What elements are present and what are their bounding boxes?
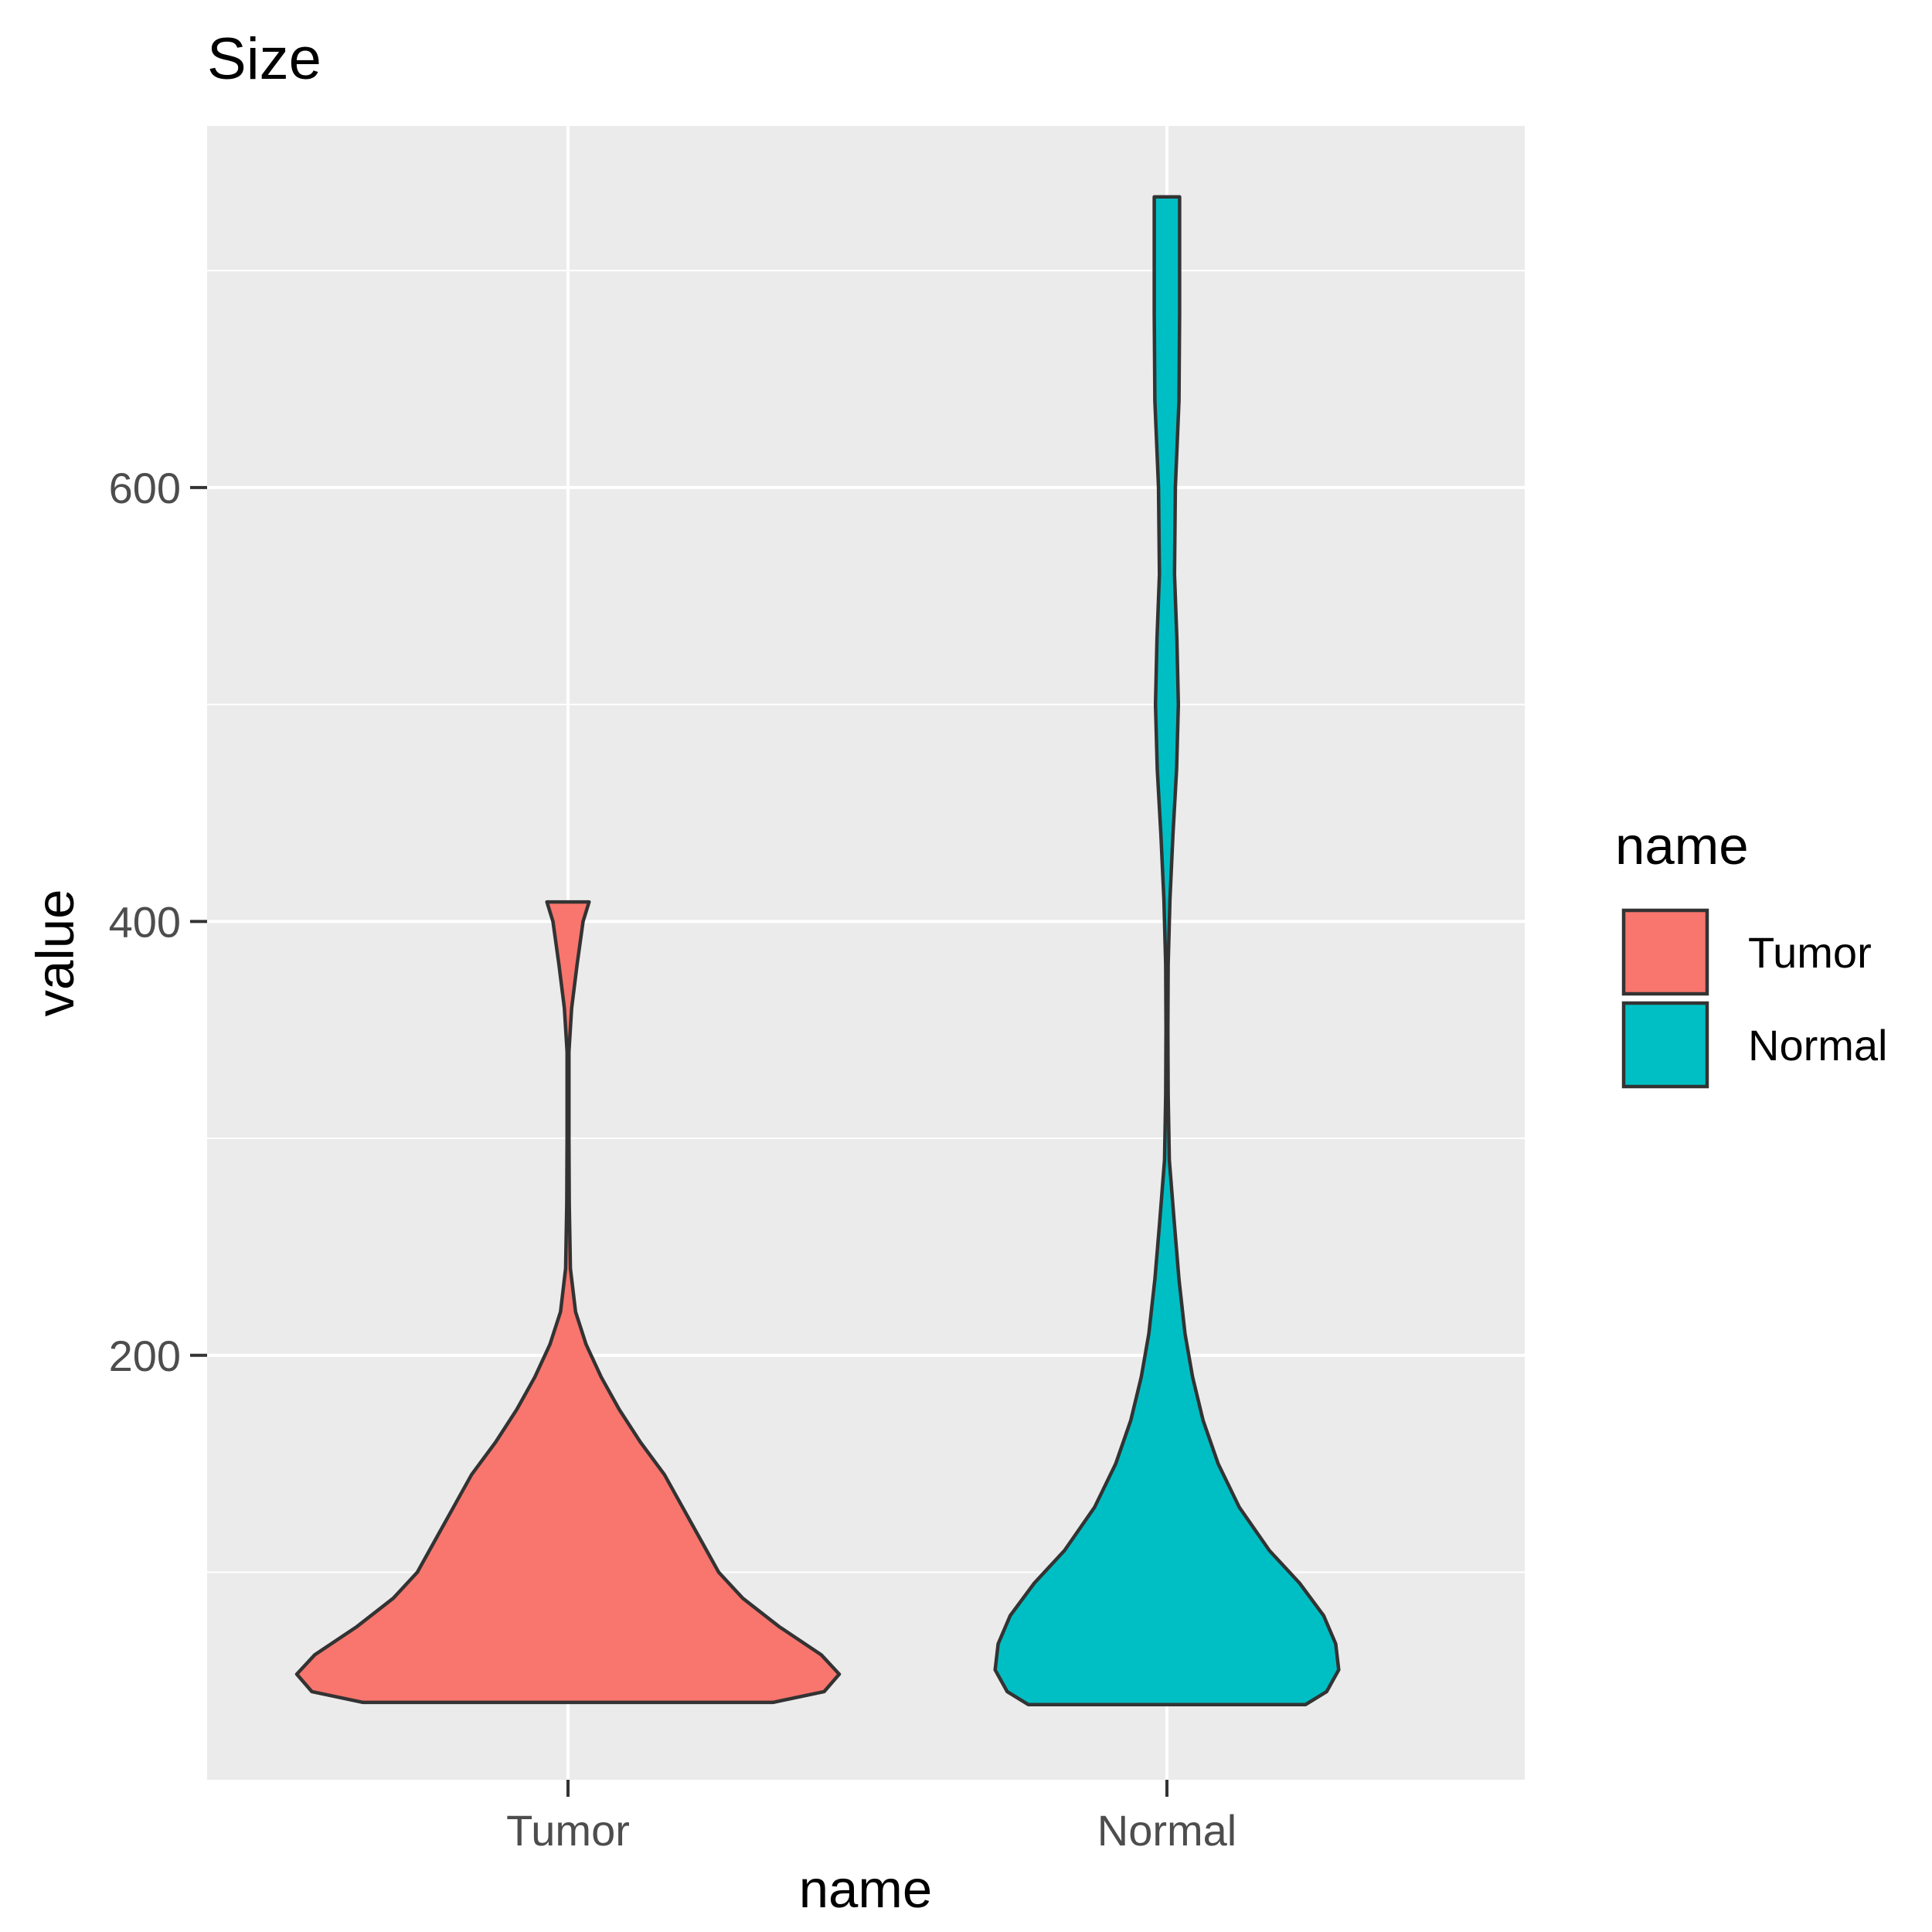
legend-label-normal: Normal (1748, 1021, 1887, 1070)
plot-panel (207, 126, 1525, 1780)
y-tick-label: 600 (109, 464, 181, 512)
x-tick-label: Tumor (506, 1806, 630, 1855)
x-tick-label: Normal (1097, 1806, 1236, 1855)
y-axis: 200 400 600 (109, 464, 207, 1380)
legend-title: name (1615, 816, 1749, 876)
chart-title: Size (207, 26, 321, 92)
legend: name Tumor Normal (1615, 816, 1887, 1089)
y-tick-label: 400 (109, 897, 181, 946)
legend-label-tumor: Tumor (1748, 928, 1872, 977)
legend-key-tumor (1621, 908, 1709, 996)
violins (294, 195, 1341, 1706)
legend-key-normal (1621, 1001, 1709, 1089)
x-axis: Tumor Normal (506, 1780, 1236, 1855)
y-axis-title: value (26, 889, 85, 1017)
x-axis-title: name (799, 1859, 933, 1919)
grid-minor (207, 270, 1525, 1573)
y-tick-label: 200 (109, 1332, 181, 1380)
violin-normal (993, 195, 1341, 1706)
violin-tumor (294, 900, 842, 1705)
